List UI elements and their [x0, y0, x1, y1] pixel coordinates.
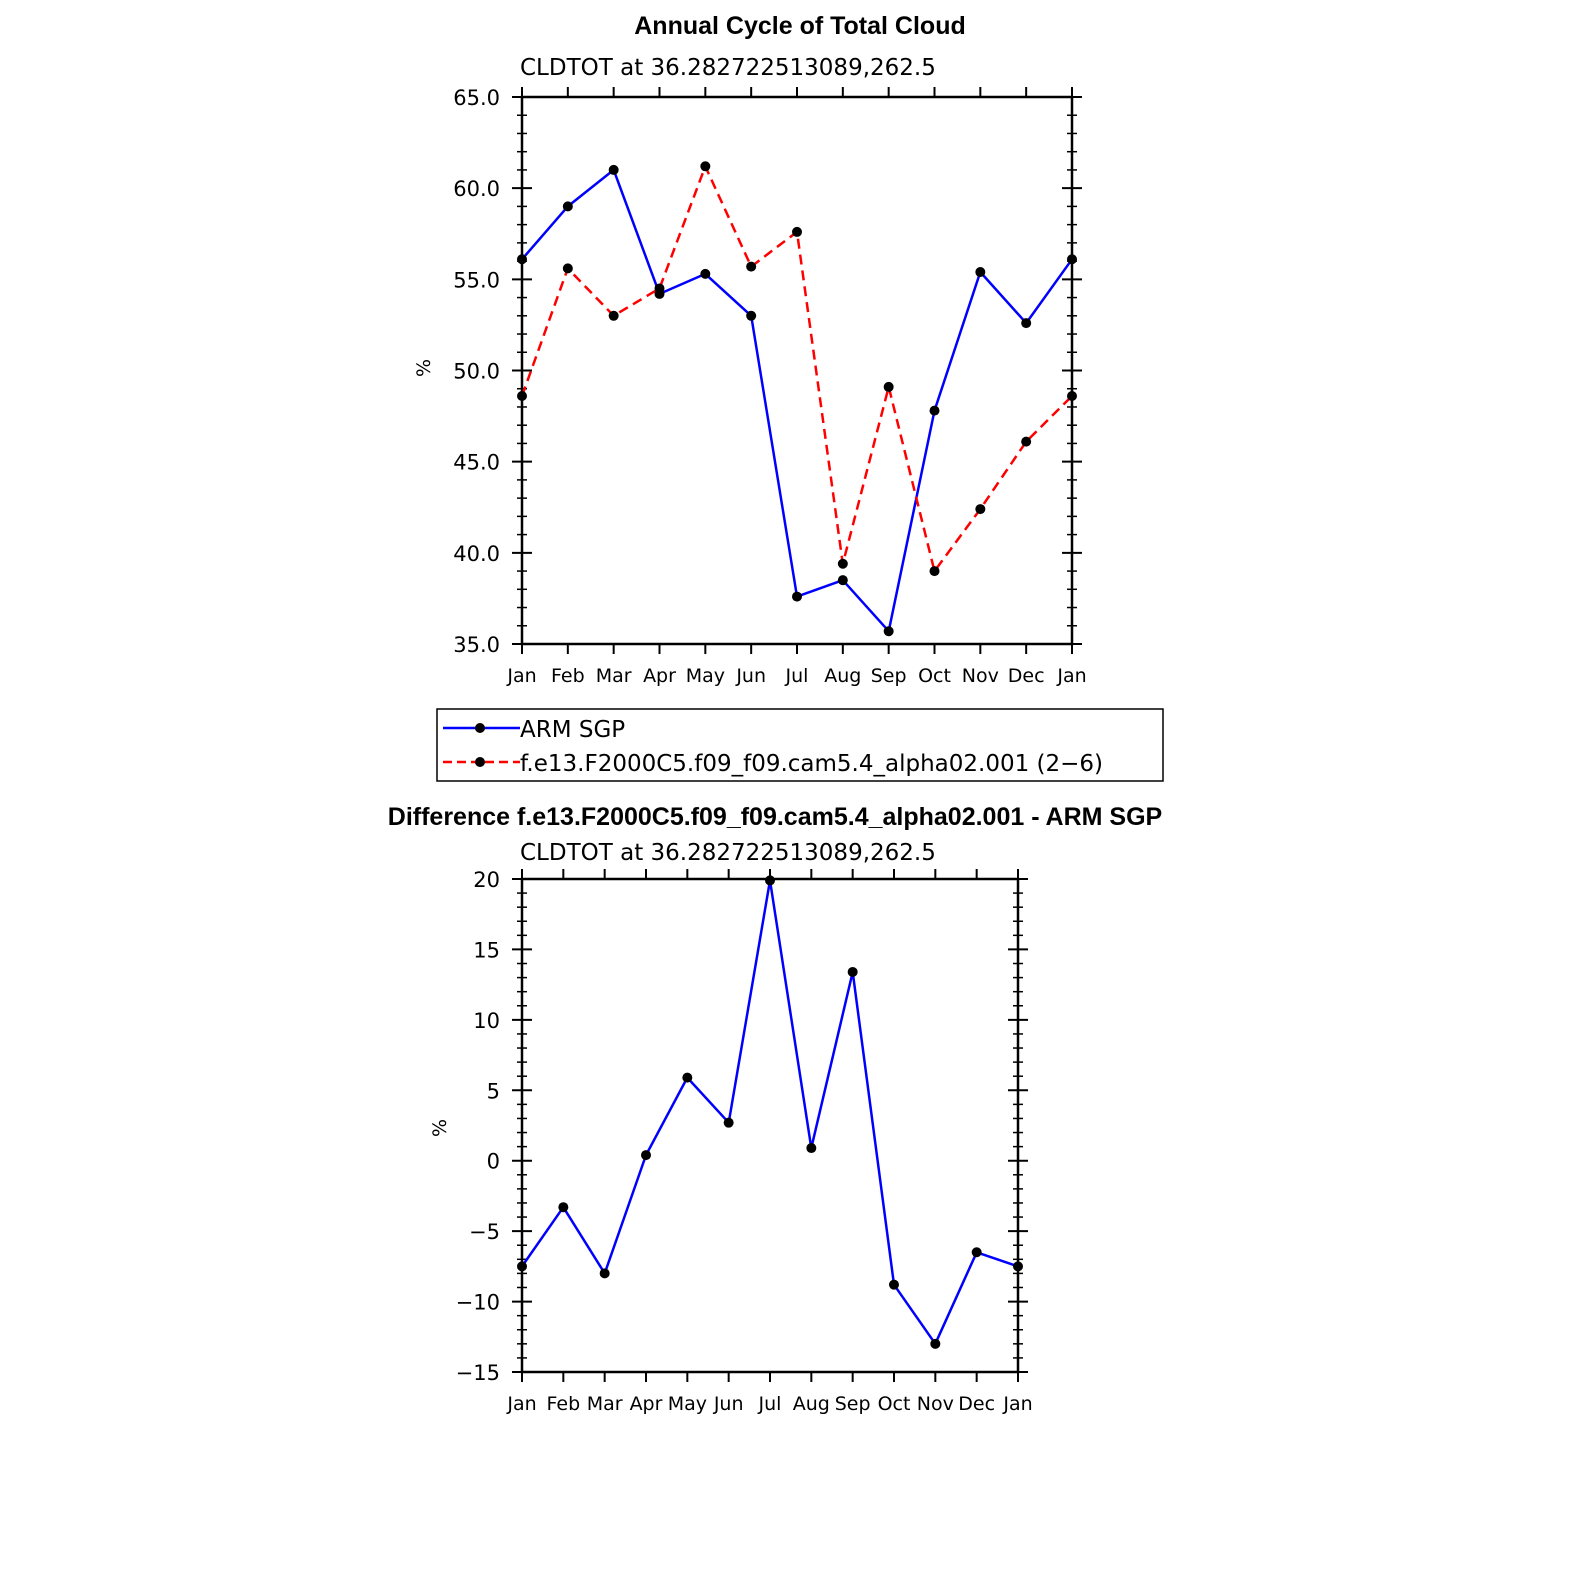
chart1-series-0-point	[929, 405, 940, 416]
chart2-xtick-label: Mar	[587, 1393, 623, 1415]
chart1-xtick-label: Oct	[918, 665, 951, 687]
chart1-xtick-label: Mar	[596, 665, 632, 687]
chart2-title: Difference f.e13.F2000C5.f09_f09.cam5.4_…	[388, 803, 1162, 831]
chart1-ytick-label: 40.0	[453, 542, 500, 566]
chart1-xtick-label: May	[686, 665, 725, 687]
chart1-series-0-point	[517, 254, 527, 265]
chart1-plot: 35.0 40.0 45.0 50.0 55.0 60.0 65.0 Jan Feb Mar Apr…	[453, 86, 1086, 687]
chart1-series-1-point	[1021, 436, 1032, 447]
chart1-series-1-point	[562, 263, 573, 274]
chart2-ytick-label: 20	[473, 868, 500, 892]
chart2-xtick-label: Jan	[506, 1393, 536, 1415]
chart1-ytick-label: 35.0	[453, 633, 500, 657]
chart1-legend: ARM SGP f.e13.F2000C5.f09_f09.cam5.4_alp…	[436, 708, 1164, 782]
chart2-xtick-label: Jan	[1002, 1393, 1032, 1415]
chart1-xtick-label: Jan	[1056, 665, 1086, 687]
chart1-ytick-label: 60.0	[453, 177, 500, 201]
chart2-ytick-label: 5	[487, 1079, 500, 1103]
chart2-series-0-point	[682, 1072, 693, 1083]
chart2-series-0-point	[517, 1261, 527, 1272]
chart1-ytick-label: 55.0	[453, 268, 500, 292]
chart2-xtick-label: Sep	[835, 1393, 871, 1415]
chart1-xtick-label: Nov	[962, 665, 999, 687]
chart2-xtick-label: Oct	[878, 1393, 911, 1415]
chart1-series-0-point	[746, 310, 757, 321]
chart1-xtick-label: Jul	[785, 665, 809, 687]
chart2-plot: −15 −10 −5 0 5 10 15 20 Jan Feb Mar Apr May Jun Jul Aug…	[456, 868, 1033, 1415]
chart1-series-1-point	[883, 381, 894, 392]
chart2-ytick-label: 10	[473, 1009, 500, 1033]
chart2-xtick-label: Nov	[917, 1393, 954, 1415]
chart1-ytick-label: 65.0	[453, 86, 500, 110]
chart2-xtick-label: Feb	[547, 1393, 581, 1415]
chart2-subtitle: CLDTOT at 36.282722513089,262.5	[520, 840, 936, 866]
chart2-xtick-label: Aug	[793, 1393, 830, 1415]
chart1-xtick-label: Aug	[824, 665, 861, 687]
chart1-xtick-label: Sep	[871, 665, 907, 687]
chart2-series-0-point	[765, 875, 775, 886]
chart1-series-1-point	[700, 161, 711, 172]
chart2-ytick-label: −5	[469, 1220, 500, 1244]
chart1-series-1-point	[608, 310, 619, 321]
chart1-series-1-point	[837, 558, 848, 569]
chart2-series-0-point	[1013, 1261, 1023, 1272]
chart1-series-1-point	[746, 261, 757, 272]
chart1-ytick-label: 45.0	[453, 451, 500, 475]
chart2-series-0-line	[520, 879, 1019, 1346]
chart2-frame	[520, 877, 1020, 1374]
chart1-xtick-label: Apr	[643, 665, 676, 687]
chart1-series-1-point	[975, 504, 986, 515]
chart1-title: Annual Cycle of Total Cloud	[634, 12, 965, 40]
chart1-xtick-label: Dec	[1008, 665, 1045, 687]
chart1-xtick-label: Jun	[735, 665, 766, 687]
chart2-ytick-label: −15	[456, 1361, 500, 1385]
legend-label-arm: ARM SGP	[520, 717, 625, 743]
chart1-series-1-point	[929, 566, 940, 577]
chart1-series-0-point	[837, 575, 848, 586]
chart1-series-1-point	[792, 226, 802, 237]
chart1-series-0-point	[1021, 318, 1032, 329]
chart1-series-0-point	[1067, 254, 1077, 265]
chart2-series-0-point	[806, 1143, 817, 1154]
chart1-series-0-point	[883, 626, 894, 637]
chart1-series-0-point	[792, 591, 802, 602]
chart1-series-0-point	[608, 164, 619, 175]
chart2-series-0-point	[930, 1338, 941, 1349]
chart2-xtick-label: Apr	[630, 1393, 663, 1415]
chart1-series-1-point	[1067, 391, 1077, 402]
chart2-series-0-point	[558, 1202, 569, 1213]
legend-box	[436, 708, 1164, 782]
chart2-ytick-label: 15	[473, 938, 500, 962]
chart1-series-1-point	[517, 391, 527, 402]
chart1-ylabel: %	[413, 359, 435, 377]
chart1-xtick-label: Feb	[551, 665, 585, 687]
chart1-series-1-point	[654, 283, 665, 294]
chart1-ytick-label: 50.0	[453, 360, 500, 384]
chart2-series-0-point	[641, 1150, 651, 1161]
chart1-series-0-point	[700, 268, 711, 279]
legend-marker-model	[475, 757, 485, 767]
chart1-frame	[520, 95, 1074, 646]
chart1-subtitle: CLDTOT at 36.282722513089,262.5	[520, 55, 936, 81]
chart2-series-0-point	[971, 1247, 982, 1258]
chart2-ytick-label: −10	[456, 1291, 500, 1315]
chart2-series-0-point	[847, 966, 858, 977]
legend-marker-arm	[475, 723, 485, 733]
chart2-series-0-point	[599, 1268, 610, 1279]
chart1-series-0-point	[562, 201, 573, 212]
chart2-ytick-label: 0	[487, 1150, 500, 1174]
chart1-xtick-label: Jan	[506, 665, 536, 687]
chart2-ylabel: %	[429, 1119, 451, 1137]
chart2-xtick-label: Dec	[958, 1393, 995, 1415]
legend-label-model: f.e13.F2000C5.f09_f09.cam5.4_alpha02.001…	[520, 751, 1103, 777]
chart1-series-0-point	[975, 267, 986, 278]
chart2-xtick-label: Jul	[758, 1393, 782, 1415]
chart2-series-0-point	[723, 1117, 734, 1128]
chart2-xtick-label: May	[668, 1393, 707, 1415]
chart2-xtick-label: Jun	[713, 1393, 744, 1415]
chart2-series-0-point	[889, 1279, 899, 1290]
